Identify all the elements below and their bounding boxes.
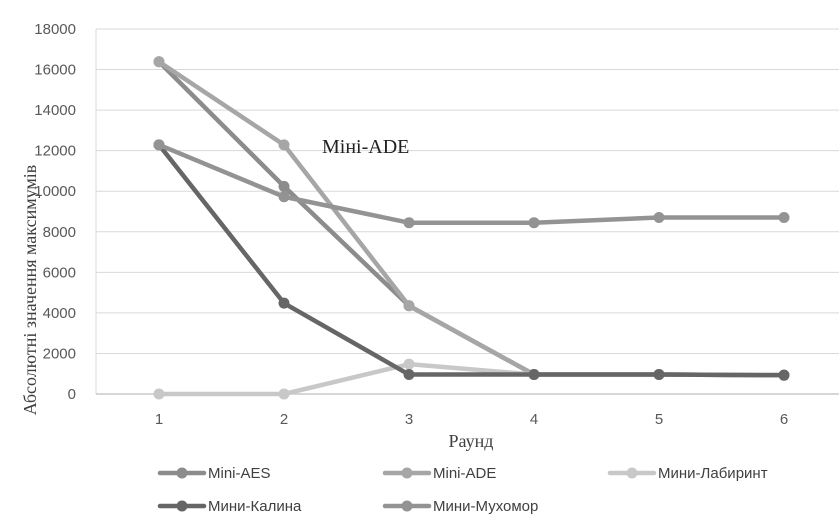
data-point [778,212,790,224]
data-point [778,369,790,381]
series-line [156,142,787,225]
chart-annotation: Міні-ADE [322,136,409,158]
x-tick-label: 2 [280,411,288,428]
legend-item: Мини-Калина [157,498,302,515]
legend-swatch-marker [176,500,188,512]
x-axis-title: Раунд [449,431,494,451]
legend-swatch-marker [626,467,638,479]
data-point [403,369,415,381]
y-tick-label: 12000 [34,143,76,160]
y-tick-label: 14000 [34,102,76,119]
y-tick-label: 0 [68,386,76,403]
legend-item: Мини-Лабиринт [607,465,768,482]
data-point [153,56,165,68]
legend-swatch-marker [176,467,188,479]
data-point [653,212,665,224]
y-tick-label: 10000 [34,183,76,200]
x-tick-label: 5 [655,411,663,428]
legend-swatch-marker [401,500,413,512]
series-group [153,139,790,381]
series-group [153,139,790,229]
legend-label: Мини-Калина [208,498,302,515]
legend-item: Mini-AES [157,465,271,482]
data-point [153,139,165,151]
legend-item: Mini-ADE [382,465,496,482]
x-tick-label: 6 [780,411,788,428]
data-point [278,388,290,400]
y-tick-label: 4000 [43,305,76,322]
legend-label: Mini-AES [208,465,271,482]
y-tick-label: 18000 [34,21,76,38]
y-axis-title: Абсолютні значення максимумів [20,165,40,416]
data-point [403,300,415,312]
legend-swatch-marker [401,467,413,479]
data-point [278,191,290,203]
series-group [153,358,790,400]
data-point [278,297,290,309]
legend: Mini-AES Mini-ADE Мини-Лабиринт Мини-Калина… [157,465,768,515]
legend-label: Мини-Мухомор [433,498,538,515]
data-point [528,217,540,229]
series-line [156,361,787,397]
y-tick-label: 8000 [43,224,76,241]
x-tick-label: 1 [155,411,163,428]
x-tick-label: 3 [405,411,413,428]
data-point [403,217,415,229]
data-point [153,388,165,400]
legend-label: Мини-Лабиринт [658,465,768,482]
series-line [156,142,787,378]
x-tick-labels: 1 2 3 4 5 6 [155,411,788,428]
data-point [528,369,540,381]
data-point [653,369,665,381]
data-point [403,358,415,370]
gridlines [96,28,839,354]
y-tick-labels: 0 2000 4000 6000 8000 10000 12000 14000 16000 180… [34,21,76,403]
data-point [278,139,290,151]
data-point [278,180,290,192]
y-tick-label: 6000 [43,264,76,281]
legend-item: Мини-Мухомор [382,498,538,515]
series-lines [153,56,790,400]
x-tick-label: 4 [530,411,538,428]
y-tick-label: 2000 [43,345,76,362]
y-tick-label: 16000 [34,62,76,79]
legend-label: Mini-ADE [433,465,496,482]
